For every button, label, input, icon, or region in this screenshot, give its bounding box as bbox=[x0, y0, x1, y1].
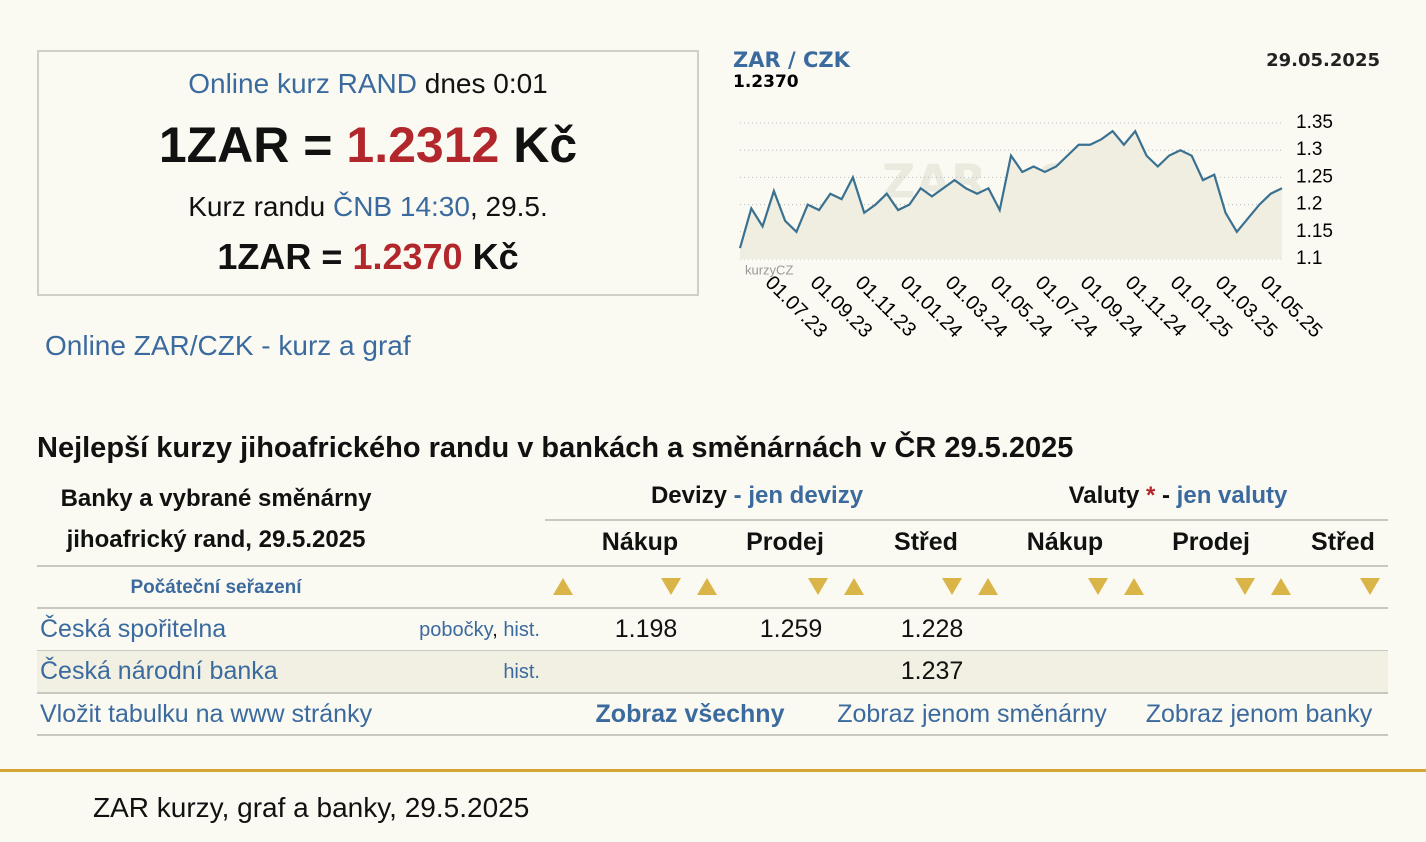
cnb-line: Kurz randu ČNB 14:30, 29.5. bbox=[39, 191, 697, 223]
sort-asc[interactable] bbox=[553, 578, 573, 595]
y-tick-label: 1.2 bbox=[1296, 194, 1322, 215]
sort-desc[interactable] bbox=[942, 578, 962, 595]
footer-link[interactable]: Zobraz všechny bbox=[595, 700, 785, 728]
column-header: Nákup bbox=[601, 528, 679, 556]
text: 1ZAR = bbox=[217, 236, 343, 277]
column-header: Střed bbox=[894, 528, 958, 556]
text: - bbox=[1162, 482, 1170, 509]
chart-title: ZAR / CZK bbox=[733, 48, 851, 72]
sort-desc[interactable] bbox=[808, 578, 828, 595]
link[interactable]: hist. bbox=[503, 661, 540, 683]
column-header: Prodej bbox=[1172, 528, 1250, 556]
sort-desc[interactable] bbox=[1235, 578, 1255, 595]
bank-name[interactable]: Česká národní banka bbox=[40, 657, 278, 685]
unit: Kč bbox=[472, 236, 519, 277]
column-header: Nákup bbox=[1026, 528, 1104, 556]
rule bbox=[37, 565, 1388, 567]
bank-name[interactable]: Česká spořitelna bbox=[40, 615, 227, 643]
rule bbox=[37, 607, 1388, 609]
sort-desc[interactable] bbox=[1088, 578, 1108, 595]
row-bg bbox=[37, 651, 1388, 692]
unit: Kč bbox=[513, 117, 578, 173]
big-rate: 1ZAR = 1.2312 Kč bbox=[39, 116, 697, 174]
y-tick-label: 1.15 bbox=[1296, 221, 1333, 242]
rate-cell: 1.259 bbox=[759, 615, 823, 643]
text: * bbox=[1145, 482, 1156, 509]
footer-link[interactable]: Zobraz jenom směnárny bbox=[837, 700, 1107, 728]
bank-links: pobočky, hist. bbox=[419, 619, 540, 642]
column-header: Střed bbox=[1311, 528, 1375, 556]
cnb-rate: 1ZAR = 1.2370 Kč bbox=[39, 236, 697, 278]
sort-asc[interactable] bbox=[1124, 578, 1144, 595]
text: , 29.5. bbox=[469, 191, 548, 222]
sort-asc[interactable] bbox=[978, 578, 998, 595]
table-title: Nejlepší kurzy jihoafrického randu v ban… bbox=[37, 432, 1074, 464]
rule bbox=[37, 734, 1388, 736]
sort-desc[interactable] bbox=[1360, 578, 1380, 595]
header-left: jihoafrický rand, 29.5.2025 bbox=[66, 526, 366, 553]
rate-line: Online kurz RAND dnes 0:01 bbox=[39, 68, 697, 100]
text: dnes 0:01 bbox=[424, 68, 548, 99]
area bbox=[740, 131, 1282, 259]
text: Devizy bbox=[650, 482, 727, 509]
rule bbox=[545, 519, 1388, 521]
y-tick-label: 1.35 bbox=[1296, 112, 1333, 133]
text: Valuty bbox=[1068, 482, 1140, 509]
line bbox=[738, 129, 1283, 249]
rate-cell: 1.198 bbox=[614, 615, 678, 643]
text: 1ZAR = bbox=[158, 117, 333, 173]
y-tick-label: 1.25 bbox=[1296, 166, 1333, 187]
graph-link[interactable]: Online ZAR/CZK - kurz a graf bbox=[45, 330, 411, 361]
footer-link[interactable]: Zobraz jenom banky bbox=[1145, 700, 1373, 728]
rate-cell: 1.228 bbox=[900, 615, 964, 643]
text[interactable]: jen devizy bbox=[748, 482, 864, 509]
sort-asc[interactable] bbox=[1271, 578, 1291, 595]
logo: kurzyCZ bbox=[745, 262, 793, 277]
link[interactable]: pobočky bbox=[419, 619, 493, 641]
rate-value: 1.2312 bbox=[346, 117, 500, 173]
link[interactable]: Online kurz RAND bbox=[188, 68, 417, 99]
text: Kurz randu bbox=[188, 191, 326, 222]
link[interactable]: hist. bbox=[503, 619, 540, 641]
group-header: Devizy - jen devizy bbox=[651, 482, 863, 510]
sort-asc[interactable] bbox=[697, 578, 717, 595]
chart-subtitle: 1.2370 bbox=[733, 72, 799, 92]
rate-cell: 1.237 bbox=[900, 657, 964, 685]
sort-link[interactable]: Počáteční seřazení bbox=[130, 577, 302, 598]
rate-value: 1.2370 bbox=[352, 236, 463, 277]
sort-asc[interactable] bbox=[844, 578, 864, 595]
y-tick-label: 1.3 bbox=[1296, 139, 1322, 160]
rate-box: Online kurz RAND dnes 0:01 1ZAR = 1.2312… bbox=[37, 50, 699, 296]
header-left: Banky a vybrané směnárny bbox=[60, 485, 372, 512]
footer-link[interactable]: Vložit tabulku na www stránky bbox=[40, 700, 373, 728]
footer-text: ZAR kurzy, graf a banky, 29.5.2025 bbox=[93, 792, 530, 823]
link[interactable]: ČNB 14:30 bbox=[332, 191, 470, 222]
chart-date: 29.05.2025 bbox=[1266, 50, 1380, 71]
y-tick-label: 1.1 bbox=[1296, 248, 1322, 269]
column-header: Prodej bbox=[746, 528, 824, 556]
text: - bbox=[733, 482, 742, 509]
sort-desc[interactable] bbox=[661, 578, 681, 595]
rule bbox=[37, 692, 1388, 694]
bank-links: hist. bbox=[503, 661, 540, 684]
group-header: Valuty * - jen valuty bbox=[1069, 482, 1288, 510]
separator: , bbox=[492, 619, 498, 641]
divider bbox=[0, 769, 1426, 772]
chart: ZAR / CZK1.11.151.21.251.31.3501.07.2301… bbox=[733, 48, 1380, 342]
text[interactable]: jen valuty bbox=[1176, 482, 1288, 509]
